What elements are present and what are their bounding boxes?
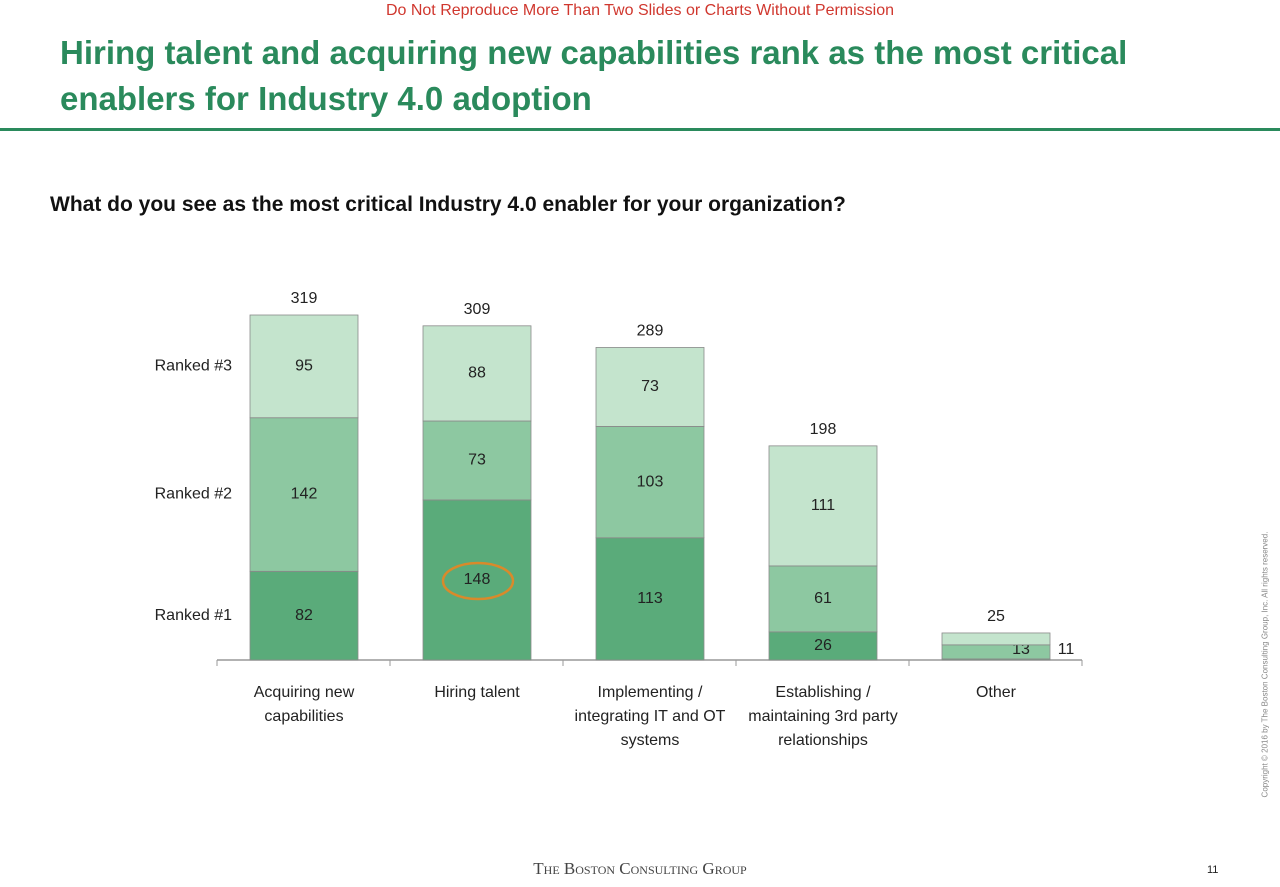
- value-label: 26: [814, 637, 832, 654]
- total-label: 198: [810, 421, 837, 438]
- highlight-circle: [441, 561, 515, 601]
- total-label: 319: [291, 290, 318, 307]
- bar-segment: [422, 325, 532, 422]
- legend-label: Ranked #3: [155, 358, 232, 375]
- value-label: 95: [295, 358, 313, 375]
- bar-segment: [941, 644, 1051, 660]
- bar-segment: [422, 420, 532, 501]
- notice: Do Not Reproduce More Than Two Slides or…: [385, 2, 895, 19]
- value-label: 61: [814, 590, 832, 607]
- brand: The Boston Consulting Group: [533, 859, 747, 878]
- value-label: 111: [811, 497, 835, 514]
- bar-segment: [249, 570, 359, 661]
- value-label: 142: [291, 486, 318, 503]
- value-label: 148: [464, 571, 491, 588]
- x-tick-label: Establishing / maintaining 3rd party rel…: [748, 684, 898, 749]
- bar-segment: [595, 347, 705, 427]
- value-label: 13: [1012, 641, 1030, 658]
- value-label: 73: [641, 378, 659, 395]
- x-tick-label: Other: [975, 684, 1016, 701]
- bar-segment: [595, 425, 705, 539]
- bar-segment: [941, 632, 1051, 646]
- chart-title: What do you see as the most critical Ind…: [50, 193, 846, 216]
- x-tick-label: Acquiring new capabilities: [253, 684, 355, 725]
- legend-label: Ranked #1: [155, 607, 232, 624]
- x-tick-label: Implementing / integrating IT and OT sys…: [574, 684, 726, 749]
- total-label: 25: [987, 608, 1005, 625]
- value-label: 88: [468, 365, 486, 382]
- bar-segment: [595, 537, 705, 661]
- bar-segment: [768, 565, 878, 633]
- page-number: 11: [1207, 864, 1219, 876]
- value-label: 73: [468, 452, 486, 469]
- total-label: 309: [464, 301, 491, 318]
- total-label: 289: [637, 323, 664, 340]
- value-label: 113: [637, 590, 663, 607]
- slide-title: Hiring talent and acquiring new capabili…: [60, 34, 1128, 117]
- copyright: Copyright © 2016 by The Boston Consultin…: [1260, 531, 1270, 798]
- value-label: 82: [295, 607, 313, 624]
- value-label: 11: [1058, 641, 1075, 658]
- bar-segment: [768, 445, 878, 567]
- value-label: 103: [637, 473, 664, 490]
- bar-segment: [249, 314, 359, 419]
- x-tick-label: Hiring talent: [434, 684, 520, 701]
- legend-label: Ranked #2: [155, 486, 232, 503]
- bar-segment: [249, 417, 359, 572]
- title-rule: [0, 128, 1280, 131]
